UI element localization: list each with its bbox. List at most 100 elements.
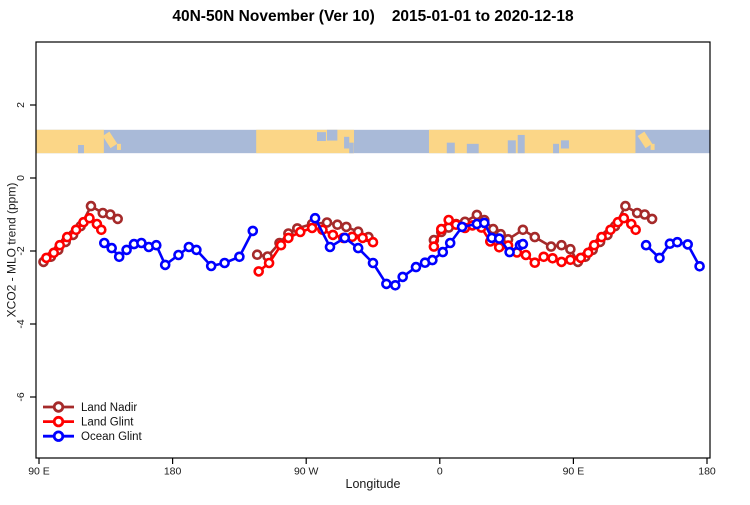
- map-strip-island: [650, 143, 655, 150]
- data-point-marker: [630, 224, 642, 236]
- map-strip-lake: [326, 129, 338, 141]
- data-point-marker: [306, 222, 318, 234]
- x-tick-label: 90 W: [294, 466, 319, 478]
- data-point-marker: [654, 252, 665, 264]
- data-point-marker: [99, 237, 110, 249]
- data-point-marker: [191, 244, 202, 256]
- x-tick-label: 180: [164, 466, 182, 478]
- data-point-marker: [234, 251, 245, 263]
- data-point-marker: [340, 221, 352, 233]
- x-tick-label: 180: [698, 466, 716, 478]
- data-point-marker: [646, 213, 658, 225]
- data-point-marker: [596, 231, 607, 243]
- data-point-marker: [493, 242, 505, 253]
- data-point-marker: [106, 242, 117, 254]
- legend-marker: [52, 415, 65, 428]
- data-point-marker: [159, 259, 171, 271]
- data-point-marker: [478, 217, 490, 229]
- data-point-marker: [435, 223, 447, 235]
- map-strip-lake: [507, 140, 516, 154]
- map-strip-island: [102, 131, 118, 149]
- map-strip-lake: [466, 143, 479, 154]
- data-point-marker: [545, 241, 557, 252]
- data-point-marker: [443, 214, 455, 226]
- data-point-marker: [565, 243, 576, 255]
- x-axis-title: Longitude: [345, 477, 401, 491]
- data-point-marker: [588, 239, 600, 251]
- map-strip-land: [36, 129, 104, 154]
- data-point-marker: [283, 232, 294, 244]
- data-point-marker: [389, 279, 401, 291]
- x-tick-label: 0: [437, 466, 443, 478]
- data-point-marker: [529, 231, 541, 243]
- data-point-marker: [263, 257, 275, 269]
- data-point-marker: [620, 200, 631, 212]
- chart-title-dates: 2015-01-01 to 2020-12-18: [391, 8, 574, 25]
- data-point-marker: [504, 246, 515, 258]
- data-point-marker: [671, 236, 683, 248]
- data-point-marker: [357, 232, 368, 244]
- chart-title-main: 40N-50N November (Ver 10): [172, 8, 375, 25]
- plot-frame: [35, 41, 711, 459]
- data-point-marker: [309, 212, 321, 224]
- data-point-marker: [294, 226, 306, 238]
- data-point-marker: [565, 254, 576, 266]
- data-point-marker: [582, 247, 594, 259]
- data-point-marker: [327, 229, 339, 241]
- data-point-marker: [48, 247, 60, 259]
- data-point-marker: [151, 239, 162, 251]
- map-strip-lake: [78, 145, 84, 154]
- data-point-marker: [397, 271, 409, 283]
- legend-label: Ocean Glint: [81, 431, 143, 443]
- data-point-marker: [381, 278, 392, 290]
- data-point-marker: [173, 249, 184, 261]
- data-point-marker: [85, 200, 97, 212]
- y-tick-label: 2: [15, 102, 27, 108]
- data-point-marker: [113, 251, 125, 263]
- data-point-marker: [339, 232, 351, 244]
- data-point-marker: [367, 257, 379, 269]
- x-tick-label: 90 E: [563, 466, 585, 478]
- legend-label: Land Nadir: [81, 402, 137, 414]
- x-tick-label: 90 E: [28, 466, 50, 478]
- data-point-marker: [444, 237, 456, 249]
- data-point-marker: [529, 257, 541, 269]
- data-point-marker: [96, 224, 107, 236]
- data-point-marker: [547, 252, 558, 264]
- map-strip-lake: [344, 136, 350, 149]
- data-point-marker: [253, 266, 265, 277]
- data-point-marker: [493, 233, 505, 244]
- map-strip-lake: [560, 140, 569, 149]
- data-point-marker: [428, 241, 440, 252]
- data-point-marker: [456, 221, 468, 233]
- data-point-marker: [520, 249, 532, 261]
- data-point-marker: [247, 225, 259, 237]
- data-point-marker: [538, 251, 550, 263]
- data-point-marker: [694, 260, 705, 272]
- data-point-marker: [410, 261, 422, 273]
- data-point-marker: [321, 217, 333, 228]
- data-point-marker: [251, 249, 263, 260]
- data-point-marker: [54, 239, 66, 251]
- data-point-marker: [367, 236, 379, 248]
- chart-title: 40N-50N November (Ver 10) 2015-01-01 to 2…: [36, 8, 710, 26]
- map-strip-land: [256, 129, 354, 154]
- data-point-marker: [640, 239, 652, 251]
- map-strip-island: [637, 131, 653, 149]
- data-point-marker: [112, 213, 123, 225]
- map-strip-island: [116, 143, 121, 150]
- data-point-marker: [121, 244, 132, 256]
- data-point-marker: [105, 209, 116, 220]
- data-point-marker: [639, 209, 651, 220]
- y-tick-label: 0: [15, 175, 27, 181]
- map-strip-land: [428, 129, 636, 154]
- data-point-marker: [219, 257, 230, 269]
- legend-label: Land Glint: [81, 417, 134, 429]
- data-point-marker: [517, 224, 529, 236]
- data-point-marker: [618, 212, 630, 224]
- data-point-marker: [70, 224, 82, 236]
- legend-marker: [52, 430, 65, 442]
- y-axis-title: XCO2 - MLO trend (ppm): [4, 182, 19, 318]
- map-strip-lake: [517, 134, 525, 154]
